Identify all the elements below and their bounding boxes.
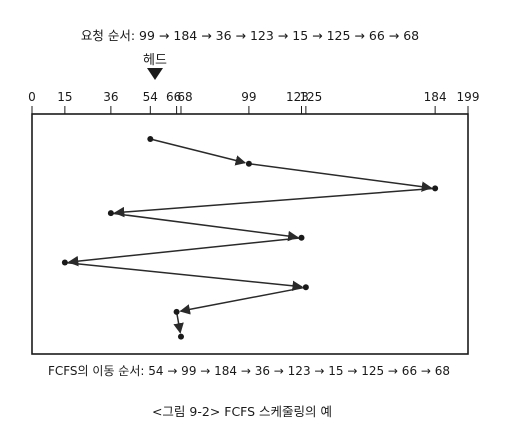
- path-arrow: [66, 261, 303, 292]
- cylinder-point: [298, 234, 305, 241]
- axis-tick-label: 99: [241, 90, 256, 104]
- cylinder-point: [432, 185, 439, 192]
- movement-order-text: FCFS의 이동 순서: 54 → 99 → 184 → 36 → 123 → …: [48, 364, 450, 378]
- path-arrow: [112, 212, 299, 242]
- axis-tick-label: 15: [57, 90, 72, 104]
- head-marker-icon: [147, 68, 163, 80]
- axis-tick-label: 199: [457, 90, 480, 104]
- path-arrow: [152, 138, 247, 166]
- head-movement-path: [61, 136, 439, 340]
- axis-tick-label: 66: [166, 90, 181, 104]
- path-arrow: [67, 237, 300, 267]
- axis-tick-label: 54: [143, 90, 158, 104]
- axis-tick-label: 123: [286, 90, 309, 104]
- cylinder-point: [302, 284, 309, 291]
- head-label: 헤드: [143, 53, 167, 68]
- cylinder-point: [147, 136, 154, 142]
- track-box: [31, 113, 469, 355]
- axis-tick-label: 36: [103, 90, 118, 104]
- cylinder-point: [107, 210, 114, 217]
- axis-tick-label: 0: [28, 90, 36, 104]
- path-arrow: [250, 163, 433, 192]
- cylinder-point: [177, 333, 184, 340]
- path-arrow: [113, 187, 434, 218]
- axis-tick-label: 184: [424, 90, 447, 104]
- cylinder-point: [61, 259, 68, 266]
- axis-tick-label: 68: [177, 90, 192, 104]
- figure-caption: <그림 9-2> FCFS 스케줄링의 예: [152, 404, 332, 419]
- cylinder-point: [245, 160, 252, 167]
- path-arrow: [173, 313, 184, 334]
- axis-tick-label: 125: [299, 90, 322, 104]
- path-arrow: [179, 286, 305, 315]
- cylinder-point: [173, 308, 180, 315]
- request-order-text: 요청 순서: 99 → 184 → 36 → 123 → 15 → 125 → …: [81, 28, 419, 43]
